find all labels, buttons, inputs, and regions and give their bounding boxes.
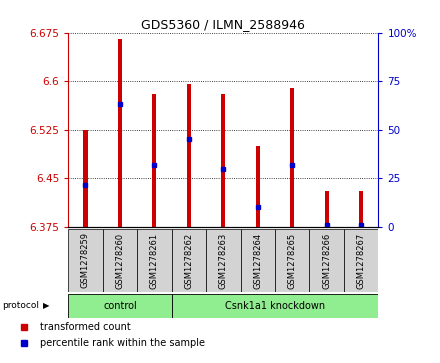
Bar — [137, 229, 172, 292]
Bar — [68, 294, 172, 318]
Text: transformed count: transformed count — [40, 322, 131, 332]
Bar — [221, 94, 225, 227]
Bar — [325, 191, 329, 227]
Text: ▶: ▶ — [43, 301, 50, 310]
Text: percentile rank within the sample: percentile rank within the sample — [40, 338, 205, 348]
Bar — [172, 229, 206, 292]
Bar — [83, 130, 88, 227]
Text: GSM1278266: GSM1278266 — [322, 232, 331, 289]
Bar — [103, 229, 137, 292]
Bar — [152, 94, 157, 227]
Bar — [344, 229, 378, 292]
Text: protocol: protocol — [2, 301, 39, 310]
Text: control: control — [103, 301, 137, 311]
Text: Csnk1a1 knockdown: Csnk1a1 knockdown — [225, 301, 325, 311]
Bar — [241, 229, 275, 292]
Text: GSM1278267: GSM1278267 — [357, 232, 366, 289]
Bar — [359, 191, 363, 227]
Bar — [206, 229, 241, 292]
Bar — [309, 229, 344, 292]
Bar — [290, 88, 294, 227]
Bar — [68, 229, 103, 292]
Text: GSM1278265: GSM1278265 — [288, 232, 297, 289]
Bar — [172, 294, 378, 318]
Bar — [275, 229, 309, 292]
Title: GDS5360 / ILMN_2588946: GDS5360 / ILMN_2588946 — [141, 19, 305, 32]
Text: GSM1278259: GSM1278259 — [81, 232, 90, 289]
Bar — [256, 146, 260, 227]
Bar — [118, 39, 122, 227]
Text: GSM1278261: GSM1278261 — [150, 232, 159, 289]
Text: GSM1278262: GSM1278262 — [184, 232, 193, 289]
Text: GSM1278263: GSM1278263 — [219, 232, 228, 289]
Bar — [187, 85, 191, 227]
Text: GSM1278260: GSM1278260 — [115, 232, 125, 289]
Text: GSM1278264: GSM1278264 — [253, 232, 262, 289]
